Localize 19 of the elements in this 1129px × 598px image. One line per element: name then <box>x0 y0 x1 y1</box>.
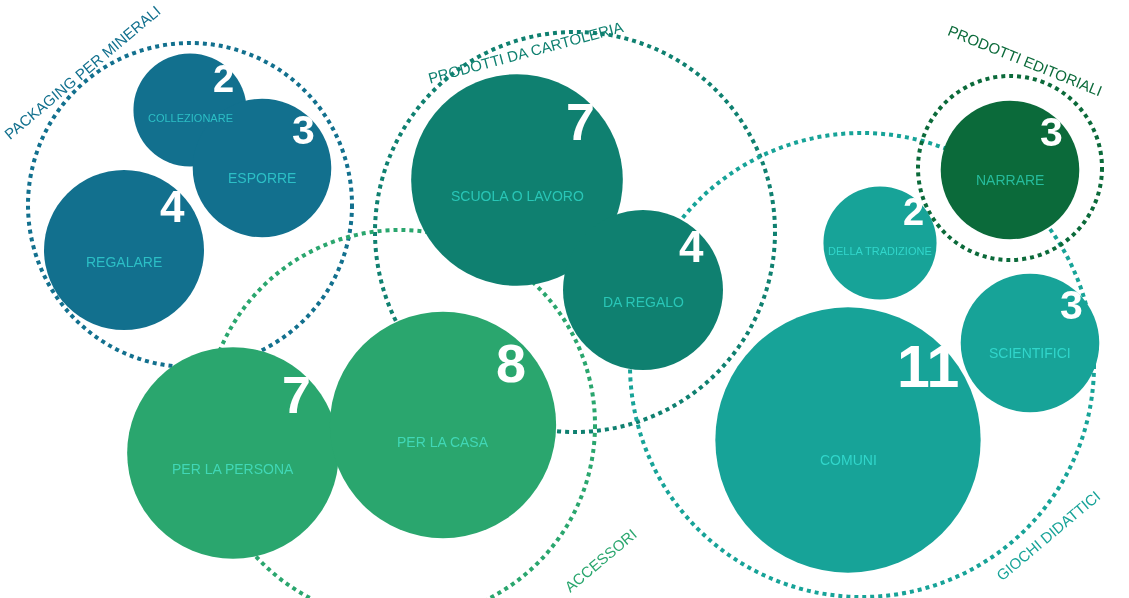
data-label: 3 <box>292 107 315 153</box>
category-label: DA REGALO <box>603 294 685 310</box>
category-label: COLLEZIONARE <box>148 112 233 124</box>
category-label: NARRARE <box>976 172 1045 188</box>
data-label: 4 <box>679 222 704 271</box>
category-label: PER LA PERSONA <box>172 461 295 477</box>
data-label: 11 <box>897 334 960 400</box>
category-label: PER LA CASA <box>397 434 489 450</box>
category-label: REGALARE <box>86 254 163 270</box>
data-label: 2 <box>903 191 925 233</box>
data-label: 3 <box>1060 282 1083 328</box>
data-label: 2 <box>213 58 235 100</box>
data-label: 7 <box>282 366 311 424</box>
data-label: 8 <box>496 333 527 393</box>
data-label: 4 <box>160 182 185 231</box>
data-label: 3 <box>1040 109 1063 155</box>
category-label: SCUOLA O LAVORO <box>451 188 584 204</box>
data-label: 7 <box>566 93 595 151</box>
category-label: ESPORRE <box>228 170 297 186</box>
